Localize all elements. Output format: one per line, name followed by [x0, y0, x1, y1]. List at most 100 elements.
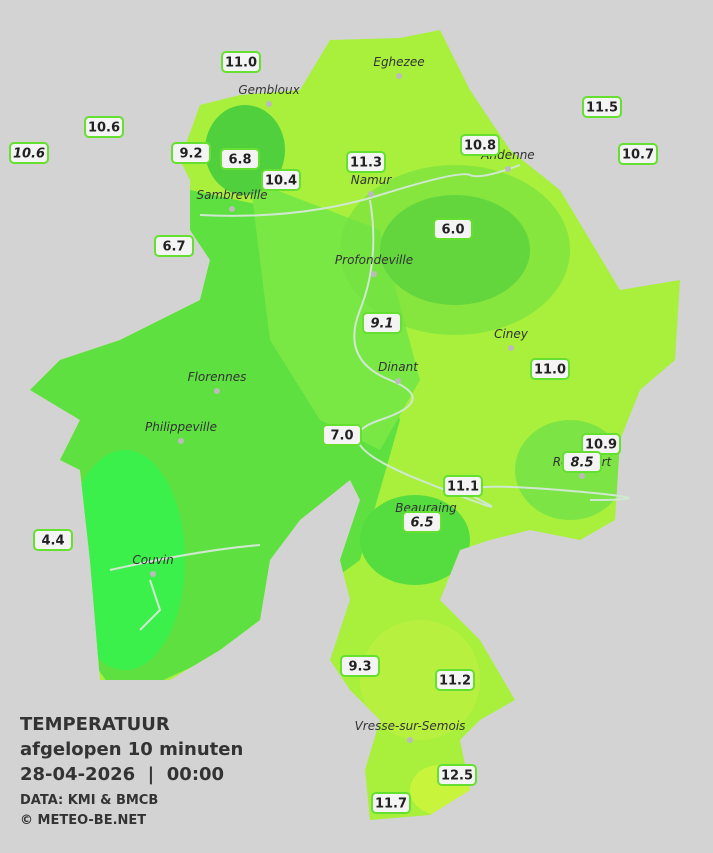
city-dot: [229, 206, 235, 212]
title: TEMPERATUUR: [20, 714, 170, 735]
city-label: Gembloux: [238, 83, 300, 97]
station-value: 6.5: [410, 516, 433, 531]
station-box: [84, 116, 124, 138]
station-box: [362, 312, 402, 334]
city-dot: [178, 438, 184, 444]
city-label: Namur: [351, 173, 393, 187]
station-box: [433, 218, 473, 240]
station: 11.1: [443, 475, 483, 497]
station-value: 11.7: [375, 797, 407, 812]
station: 8.5: [562, 451, 602, 473]
city-label: Couvin: [132, 553, 173, 567]
station-value: 8.5: [570, 456, 593, 471]
station-box: [402, 511, 442, 533]
station: 12.5: [437, 764, 477, 786]
station-box: [435, 669, 475, 691]
station-value: 11.0: [534, 363, 566, 378]
zone: [360, 620, 480, 740]
station-value: 7.0: [330, 429, 353, 444]
station-value: 6.8: [228, 153, 251, 168]
station-box: [562, 451, 602, 473]
city-label: Vresse-sur-Semois: [355, 719, 466, 733]
station-value: 6.7: [162, 240, 185, 255]
station-value: 11.0: [225, 56, 257, 71]
station-value: 9.3: [348, 660, 371, 675]
station: 6.7: [154, 235, 194, 257]
station: 11.7: [371, 792, 411, 814]
station-value: 10.6: [88, 121, 120, 136]
city-dot: [579, 473, 585, 479]
city-label: Philippeville: [145, 420, 217, 434]
station: 9.3: [340, 655, 380, 677]
station: 11.3: [346, 151, 386, 173]
station: 6.5: [402, 511, 442, 533]
station: 7.0: [322, 424, 362, 446]
info-block: TEMPERATUUR afgelopen 10 minuten 28-04-2…: [20, 714, 243, 828]
station: 10.6: [84, 116, 124, 138]
city-label: Dinant: [378, 360, 419, 374]
station-box: [618, 143, 658, 165]
source: DATA: KMI & BMCB: [20, 793, 158, 808]
station: 11.0: [530, 358, 570, 380]
station-value: 11.3: [350, 156, 382, 171]
station: 10.4: [261, 169, 301, 191]
station: 11.5: [582, 96, 622, 118]
city-dot: [266, 101, 272, 107]
city-label: Florennes: [188, 370, 247, 384]
station-value: 9.2: [179, 147, 202, 162]
station: 9.2: [171, 142, 211, 164]
station-box: [582, 96, 622, 118]
station: 11.0: [221, 51, 261, 73]
station: 6.0: [433, 218, 473, 240]
station-value: 9.1: [370, 317, 393, 332]
station: 10.7: [618, 143, 658, 165]
station-box: [443, 475, 483, 497]
station: 11.2: [435, 669, 475, 691]
station-value: 4.4: [41, 534, 64, 549]
station-box: [460, 134, 500, 156]
station-value: 10.9: [585, 438, 617, 453]
station: 6.8: [220, 148, 260, 170]
station-box: [437, 764, 477, 786]
station-value: 10.7: [622, 148, 654, 163]
station-value: 12.5: [441, 769, 473, 784]
city-label: Eghezee: [373, 55, 424, 69]
station-box: [261, 169, 301, 191]
city-dot: [505, 166, 511, 172]
station-box: [33, 529, 73, 551]
city-dot: [407, 737, 413, 743]
station-box: [340, 655, 380, 677]
station-box: [530, 358, 570, 380]
station-box: [154, 235, 194, 257]
city-dot: [368, 191, 374, 197]
station-value: 11.1: [447, 480, 479, 495]
station-value: 6.0: [441, 223, 464, 238]
city-dot: [214, 388, 220, 394]
station: 4.4: [33, 529, 73, 551]
station-box: [9, 142, 49, 164]
station-box: [322, 424, 362, 446]
station-box: [220, 148, 260, 170]
city-dot: [395, 378, 401, 384]
station-box: [221, 51, 261, 73]
city-label: Profondeville: [335, 253, 413, 267]
station: 10.9: [581, 433, 621, 455]
station-box: [346, 151, 386, 173]
station: 9.1: [362, 312, 402, 334]
station: 10.8: [460, 134, 500, 156]
station-value: 10.4: [265, 174, 297, 189]
timestamp: 28-04-2026 | 00:00: [20, 764, 224, 785]
station-value: 11.2: [439, 674, 471, 689]
city-dot: [396, 73, 402, 79]
city-dot: [150, 571, 156, 577]
city-label: Sambreville: [196, 188, 267, 202]
station-value: 10.6: [13, 147, 45, 162]
copyright: © METEO-BE.NET: [20, 813, 146, 828]
station-box: [171, 142, 211, 164]
station-value: 10.8: [464, 139, 496, 154]
zone: [340, 165, 570, 335]
river: [109, 164, 630, 631]
city-label: Ciney: [494, 327, 529, 341]
city-dot: [371, 271, 377, 277]
